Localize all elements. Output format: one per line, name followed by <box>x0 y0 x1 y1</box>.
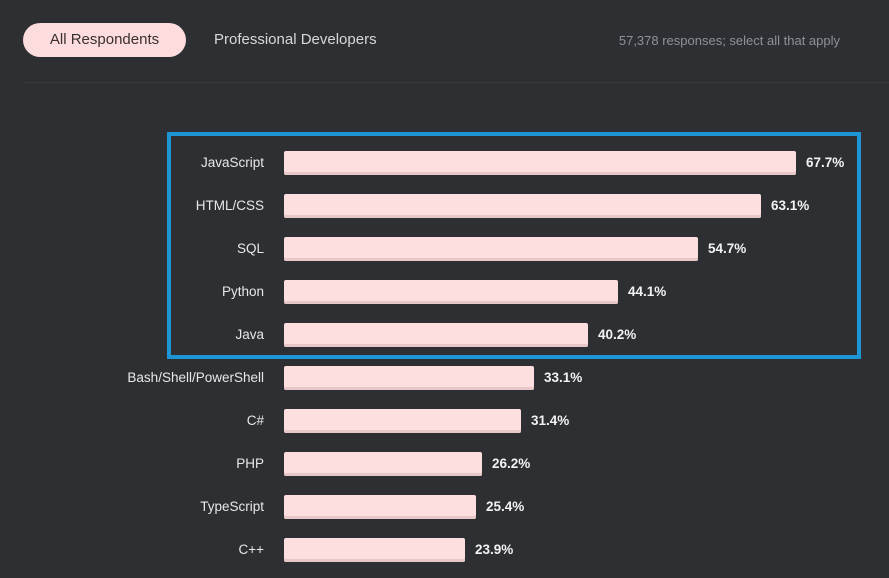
bar <box>284 151 796 175</box>
bar-value: 67.7% <box>806 155 845 170</box>
chart-row: PHP 26.2% <box>0 451 889 477</box>
chart-row: C# 31.4% <box>0 408 889 434</box>
bar-value: 31.4% <box>531 413 570 428</box>
bar-label: C++ <box>238 542 264 557</box>
tab-all-respondents[interactable]: All Respondents <box>23 23 186 57</box>
bar-value: 44.1% <box>628 284 667 299</box>
responses-note: 57,378 responses; select all that apply <box>618 33 840 48</box>
bar-value: 26.2% <box>492 456 531 471</box>
chart-row: HTML/CSS 63.1% <box>0 193 889 219</box>
bar-value: 25.4% <box>486 499 525 514</box>
bar-label: Java <box>235 327 264 342</box>
chart-row: C++ 23.9% <box>0 537 889 563</box>
bar-label: C# <box>246 413 264 428</box>
bar-value: 33.1% <box>544 370 583 385</box>
bar-value: 54.7% <box>708 241 747 256</box>
divider <box>24 82 889 83</box>
bar <box>284 409 521 433</box>
bar <box>284 366 534 390</box>
bar-label: Bash/Shell/PowerShell <box>127 370 264 385</box>
tab-professional-developers[interactable]: Professional Developers <box>214 31 377 48</box>
bar <box>284 323 588 347</box>
bar <box>284 194 761 218</box>
chart-row: Bash/Shell/PowerShell 33.1% <box>0 365 889 391</box>
bar-label: HTML/CSS <box>195 198 264 213</box>
bar <box>284 452 482 476</box>
top-five-highlight-box <box>167 132 861 359</box>
chart-row: Java 40.2% <box>0 322 889 348</box>
chart-row: Python 44.1% <box>0 279 889 305</box>
bar-label: JavaScript <box>200 155 264 170</box>
bar-value: 40.2% <box>598 327 637 342</box>
bar <box>284 237 698 261</box>
bar-label: Python <box>221 284 264 299</box>
chart-row: SQL 54.7% <box>0 236 889 262</box>
bar-value: 63.1% <box>771 198 810 213</box>
bar-label: TypeScript <box>200 499 264 514</box>
chart-row: TypeScript 25.4% <box>0 494 889 520</box>
bar-label: PHP <box>236 456 264 471</box>
bar-value: 23.9% <box>475 542 514 557</box>
bar <box>284 495 476 519</box>
bar <box>284 538 465 562</box>
bar <box>284 280 618 304</box>
chart-row: JavaScript 67.7% <box>0 150 889 176</box>
bar-label: SQL <box>236 241 264 256</box>
